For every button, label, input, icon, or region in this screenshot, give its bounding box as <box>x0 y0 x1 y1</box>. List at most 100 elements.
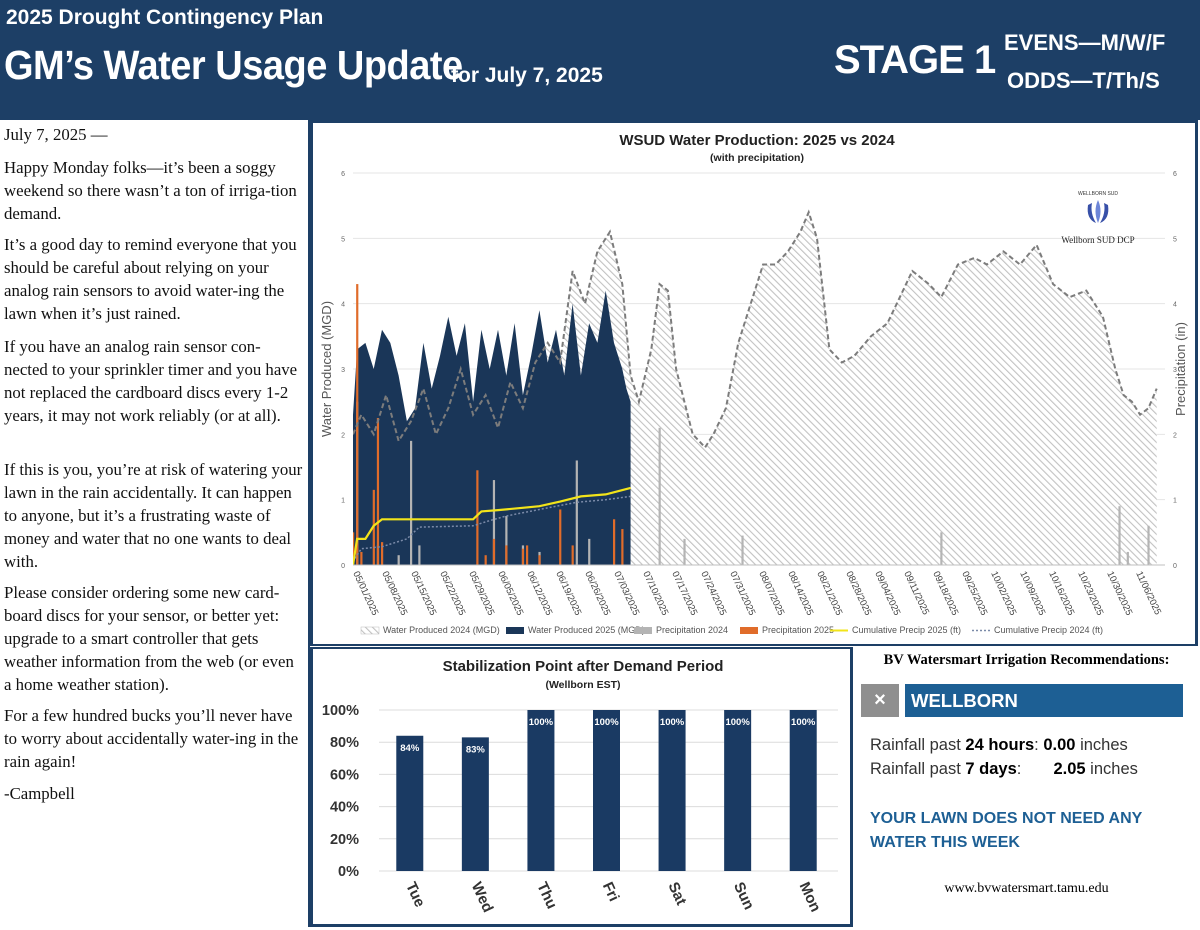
rainfall-24h-period: 24 hours <box>965 736 1035 754</box>
bar <box>396 735 424 871</box>
x-tick-label: 05/15/2025 <box>408 570 438 618</box>
x-tick-label: 06/05/2025 <box>495 570 525 618</box>
x-tick-label: Sat <box>664 880 689 908</box>
y-tick-label: 40% <box>330 800 359 816</box>
y-tick-label: 6 <box>341 171 345 178</box>
legend-label: Water Produced 2025 (MGD) <box>528 625 645 635</box>
precip-2024-bar <box>418 545 421 565</box>
x-tick-label: 08/07/2025 <box>756 570 786 618</box>
precip-2024-bar <box>505 516 508 565</box>
precip-2024-bar <box>658 427 661 565</box>
y2-tick-label: 3 <box>1173 367 1177 374</box>
y-tick-label: 1 <box>341 498 345 505</box>
chart-title: Stabilization Point after Demand Period <box>443 658 724 675</box>
rainfall-unit: inches <box>1080 736 1128 754</box>
logo-caption: Wellborn SUD DCP <box>1061 235 1134 245</box>
x-tick-label: 07/03/2025 <box>611 570 641 618</box>
y2-tick-label: 6 <box>1173 171 1177 178</box>
x-tick-label: 08/14/2025 <box>785 570 815 618</box>
precip-2025-bar <box>381 542 384 565</box>
odds-schedule: ODDS—T/Th/S <box>1007 68 1160 93</box>
letter-paragraph: It’s a good day to remind everyone that … <box>4 235 297 323</box>
legend-label: Cumulative Precip 2024 (ft) <box>994 625 1103 635</box>
y-tick-label: 60% <box>330 767 359 783</box>
x-tick-label: 10/02/2025 <box>988 570 1018 618</box>
logo-ring-text: WELLBORN SUD <box>1078 191 1118 197</box>
precip-2024-bar <box>492 480 496 565</box>
letter-signature: -Campbell <box>4 784 75 803</box>
legend-item: Water Produced 2025 (MGD) <box>506 625 645 635</box>
x-tick-label: 10/16/2025 <box>1046 570 1076 618</box>
rainfall-7d-label: Rainfall past <box>870 760 966 778</box>
evens-schedule: EVENS—M/W/F <box>1004 30 1166 55</box>
x-tick-label: 06/19/2025 <box>553 570 583 618</box>
y2-axis-ticks: 0 1 2 3 4 5 6 <box>1173 171 1177 570</box>
x-tick-label: 07/31/2025 <box>727 570 757 618</box>
x-tick-label: 08/21/2025 <box>814 570 844 618</box>
x-tick-label: 07/10/2025 <box>640 570 670 618</box>
y-tick-label: 0% <box>338 864 359 880</box>
x-tick-label: 07/17/2025 <box>669 570 699 618</box>
x-tick-label: Tue <box>402 880 428 910</box>
precip-2025-bar <box>492 538 496 565</box>
y2-tick-label: 1 <box>1173 498 1177 505</box>
y-tick-label: 2 <box>341 432 345 439</box>
stabilization-chart-panel: Stabilization Point after Demand Period … <box>310 647 853 927</box>
y2-axis-label: Precipitation (in) <box>1173 322 1188 416</box>
bar-data-label: 84% <box>400 743 420 754</box>
bar-data-label: 100% <box>529 717 554 728</box>
bar <box>527 710 555 871</box>
bar-data-label: 100% <box>660 717 685 728</box>
x-tick-label: Thu <box>533 880 560 912</box>
legend-label: Water Produced 2024 (MGD) <box>383 625 500 635</box>
y-tick-label: 4 <box>341 302 345 309</box>
y-axis-ticks: 0 1 2 3 4 5 6 <box>341 171 345 570</box>
watering-message: YOUR LAWN DOES NOT NEED ANY WATER THIS W… <box>870 810 1143 851</box>
close-icon[interactable]: × <box>861 684 899 717</box>
x-tick-label: 05/08/2025 <box>379 570 409 618</box>
chart-title: WSUD Water Production: 2025 vs 2024 <box>619 132 895 149</box>
x-tick-label: 06/26/2025 <box>582 570 612 618</box>
bar <box>658 710 686 871</box>
precip-2025-bar <box>505 545 508 565</box>
production-chart: WSUD Water Production: 2025 vs 2024 (wit… <box>319 132 1188 635</box>
y-axis-ticks: 0% 20% 40% 60% 80% 100% <box>322 703 359 880</box>
bar-data-label: 83% <box>466 744 486 755</box>
location-label: WELLBORN <box>905 684 1183 717</box>
precip-2024-bar <box>588 538 591 565</box>
header-banner: 2025 Drought Contingency Plan GM’s Water… <box>0 0 1200 120</box>
y-tick-label: 0 <box>341 563 345 570</box>
rainfall-24h-label: Rainfall past <box>870 736 966 754</box>
precip-2024-bar <box>940 532 943 565</box>
watersmart-url[interactable]: www.bvwatersmart.tamu.edu <box>944 881 1109 896</box>
x-tick-label: 07/24/2025 <box>698 570 728 618</box>
y-tick-label: 80% <box>330 735 359 751</box>
title-date: for July 7, 2025 <box>451 64 603 87</box>
x-tick-label: 08/28/2025 <box>843 570 873 618</box>
legend-swatch <box>634 627 652 634</box>
rainfall-7d-row: Rainfall past 7 days: 2.05 inches <box>870 760 1138 778</box>
y-tick-label: 5 <box>341 236 345 243</box>
y-axis-label: Water Produced (MGD) <box>319 301 334 437</box>
precip-2025-bar <box>613 519 616 565</box>
precip-2024-bar <box>410 440 413 565</box>
letter-date: July 7, 2025 — <box>4 125 108 144</box>
letter-paragraph: Please consider ordering some new card-b… <box>4 583 294 694</box>
watersmart-title: BV Watersmart Irrigation Recommendations… <box>883 652 1170 668</box>
rainfall-7d-period: 7 days <box>965 760 1017 778</box>
bars: 84% 83% 100% 100% 100% 100% 100% <box>396 710 817 871</box>
legend-item: Precipitation 2024 <box>634 625 728 635</box>
bar <box>724 710 752 871</box>
precip-2024-bar <box>575 460 578 565</box>
x-axis-ticks: 05/01/202505/08/202505/15/202505/22/2025… <box>350 570 1163 618</box>
y-tick-label: 100% <box>322 703 359 719</box>
x-tick-label: 09/25/2025 <box>959 570 989 618</box>
y2-tick-label: 0 <box>1173 563 1177 570</box>
logo-leaf-icon <box>1100 203 1109 223</box>
watersmart-panel: BV Watersmart Irrigation Recommendations… <box>853 647 1200 927</box>
x-tick-label: Mon <box>796 880 824 915</box>
chart-subtitle: (with precipitation) <box>710 152 804 164</box>
precip-2024-bar <box>397 555 400 565</box>
y2-tick-label: 5 <box>1173 236 1177 243</box>
plan-kicker: 2025 Drought Contingency Plan <box>6 6 324 29</box>
